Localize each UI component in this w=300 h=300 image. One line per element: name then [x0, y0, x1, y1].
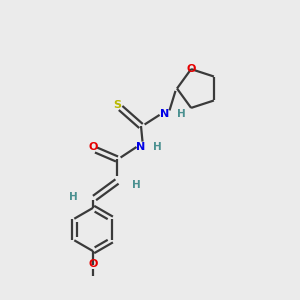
- Text: O: O: [88, 142, 98, 152]
- Text: S: S: [113, 100, 121, 110]
- Text: H: H: [69, 191, 78, 202]
- Text: H: H: [177, 109, 186, 119]
- Text: H: H: [153, 142, 162, 152]
- Text: N: N: [136, 142, 146, 152]
- Text: O: O: [186, 64, 196, 74]
- Text: N: N: [160, 109, 169, 119]
- Text: O: O: [88, 259, 98, 269]
- Text: H: H: [132, 179, 141, 190]
